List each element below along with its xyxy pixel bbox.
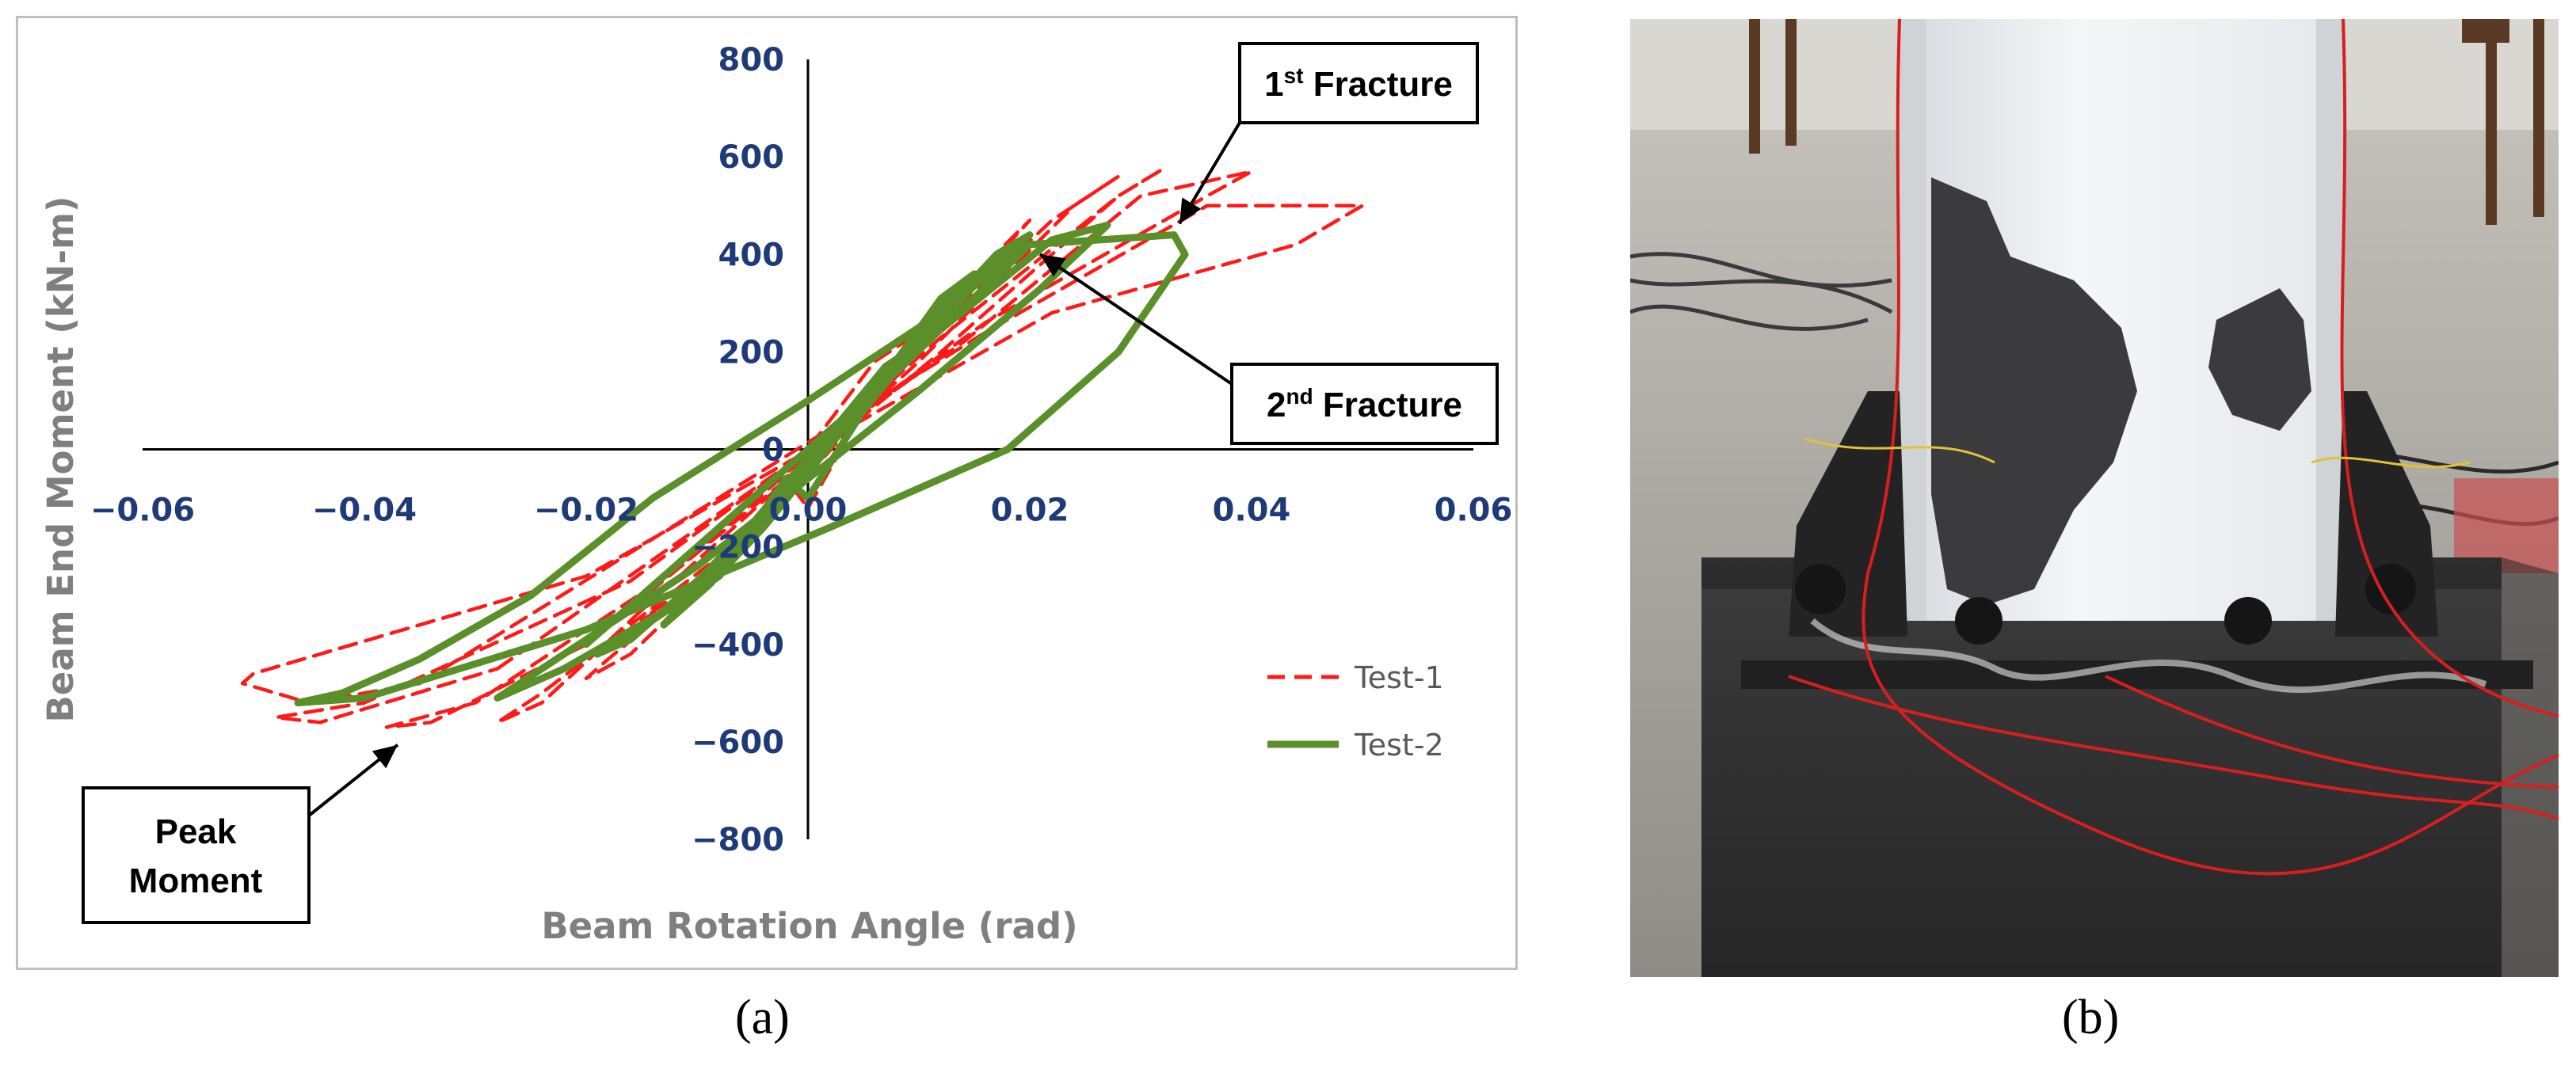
- series-test-1-loop-4: [495, 174, 1121, 725]
- y-axis-title: Beam End Moment (kN-m): [40, 196, 82, 722]
- y-tick-label: 600: [718, 139, 785, 176]
- y-tick-label: −200: [692, 530, 784, 566]
- annotation-2nd-fracture-arrow-head: [1040, 254, 1066, 277]
- y-tick-label: −400: [692, 627, 784, 664]
- annotation-1st-fracture: 1st Fracture: [1238, 42, 1479, 124]
- series-test-1-loop-6: [273, 169, 1254, 725]
- x-tick-label: −0.06: [90, 493, 195, 529]
- x-tick-label: 0.06: [1435, 493, 1513, 529]
- annotation-1st-fracture-arrow-head: [1179, 197, 1202, 224]
- x-tick-label: 0.04: [1213, 493, 1291, 529]
- annotation-2nd-fracture: 2nd Fracture: [1230, 363, 1499, 445]
- y-tick-label: −800: [692, 822, 784, 858]
- y-tick-label: 0: [762, 432, 784, 469]
- legend-label-test-1: Test-1: [1354, 660, 1444, 695]
- annotation-peak-moment: Peak Moment: [82, 786, 311, 924]
- series-test-2-loop-4: [493, 221, 1111, 702]
- specimen-photo: [1630, 19, 2559, 977]
- x-axis-title: Beam Rotation Angle (rad): [541, 905, 1077, 947]
- y-tick-label: 200: [718, 334, 785, 371]
- y-tick-label: −600: [692, 725, 784, 761]
- y-tick-label: 800: [718, 42, 785, 78]
- svg-text:Peak: Peak: [155, 812, 237, 851]
- series-test-1-loop-7: [240, 203, 1365, 705]
- hysteresis-chart: −0.06 −0.04 −0.02 0.00 0.02 0.04 0.06 800 600 400…: [16, 16, 1518, 970]
- legend-label-test-2: Test-2: [1354, 728, 1444, 763]
- x-tick-label: −0.04: [312, 493, 417, 529]
- series-test-1-loop-5: [384, 167, 1165, 729]
- svg-text:Moment: Moment: [129, 862, 263, 900]
- hysteresis-chart-panel: −0.06 −0.04 −0.02 0.00 0.02 0.04 0.06 800 600 400…: [16, 16, 1518, 970]
- x-tick-label: −0.02: [534, 493, 638, 529]
- svg-text:1st Fracture: 1st Fracture: [1264, 63, 1453, 104]
- panel-label-b: (b): [2062, 991, 2120, 1044]
- chart-legend: Test-1 Test-2: [1267, 660, 1444, 763]
- x-tick-label: 0.02: [991, 493, 1069, 529]
- annotation-2nd-fracture-arrow: [1038, 253, 1233, 386]
- series-test-2: [294, 221, 1189, 707]
- panel-label-a: (a): [735, 991, 790, 1044]
- annotation-peak-moment-arrow-head: [372, 744, 398, 769]
- svg-text:2nd Fracture: 2nd Fracture: [1267, 384, 1462, 424]
- series-test-2-loop-5: [294, 231, 1189, 707]
- y-tick-label: 400: [718, 237, 785, 273]
- x-tick-label: 0.00: [769, 493, 848, 529]
